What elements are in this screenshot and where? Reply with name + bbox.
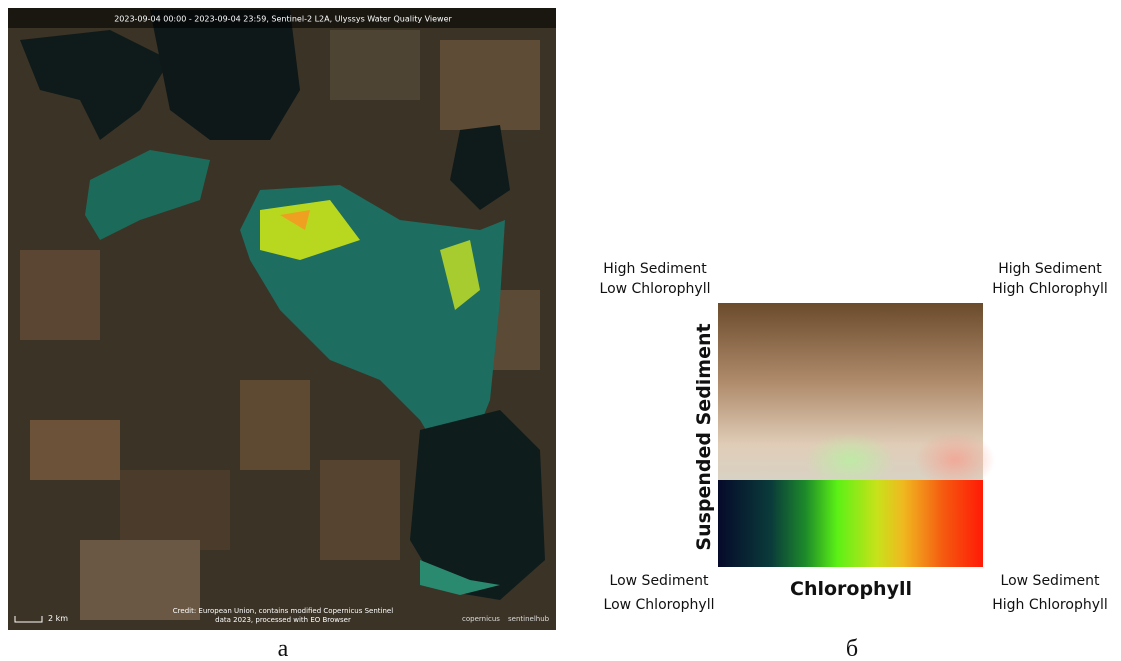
scale-label: 2 km bbox=[48, 614, 68, 623]
corner-label: High Sediment bbox=[603, 261, 707, 277]
corner-label: Low Sediment bbox=[610, 573, 709, 589]
corner-label: Low Sediment bbox=[1001, 573, 1100, 589]
corner-label: Low Chlorophyll bbox=[600, 281, 711, 297]
image-header: 2023-09-04 00:00 - 2023-09-04 23:59, Sen… bbox=[114, 15, 452, 24]
logo: sentinelhub bbox=[508, 615, 550, 623]
logo: copernicus bbox=[462, 615, 500, 623]
satellite-image bbox=[8, 8, 556, 630]
figure: 2023-09-04 00:00 - 2023-09-04 23:59, Sen… bbox=[0, 0, 1121, 661]
corner-label: High Chlorophyll bbox=[992, 281, 1108, 297]
y-axis-title: Suspended Sediment bbox=[693, 323, 715, 550]
corner-label: High Sediment bbox=[998, 261, 1102, 277]
panel-label: а bbox=[278, 636, 289, 661]
color-legend bbox=[718, 303, 995, 567]
credit-line: Credit: European Union, contains modifie… bbox=[173, 607, 393, 615]
x-axis-title: Chlorophyll bbox=[790, 578, 912, 600]
credit-line: data 2023, processed with EO Browser bbox=[215, 616, 351, 624]
corner-label: High Chlorophyll bbox=[992, 597, 1108, 613]
panel-label: б bbox=[846, 636, 858, 661]
corner-label: Low Chlorophyll bbox=[604, 597, 715, 613]
